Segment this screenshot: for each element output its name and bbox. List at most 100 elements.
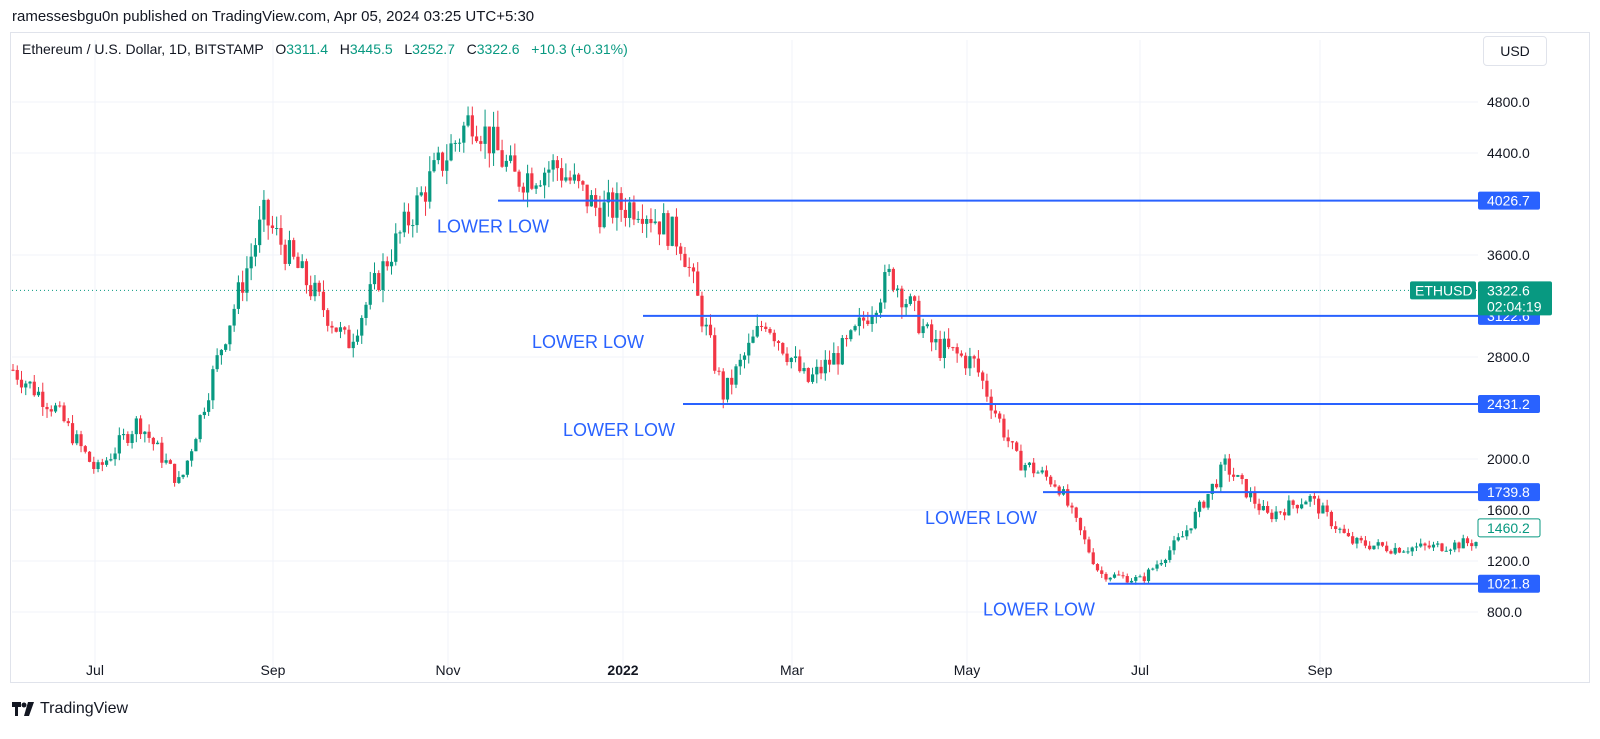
candle-body [1231, 474, 1236, 477]
candle-body [666, 213, 670, 246]
candle-body [1436, 543, 1440, 545]
candle-body [1210, 483, 1214, 494]
candle-body [445, 160, 449, 171]
support-levels[interactable]: LOWER LOW LOWER LOW LOWER LOW LOWER LOW LOWE… [437, 199, 1478, 620]
candle-body [406, 211, 411, 226]
candle-body [683, 253, 687, 267]
candle-body [645, 219, 649, 224]
x-tick-label: Sep [1308, 662, 1333, 678]
price-1460-bg [1477, 518, 1541, 538]
candle-body [776, 341, 781, 343]
candle-body [266, 199, 270, 226]
candle-body [372, 273, 377, 285]
candle-body [1308, 495, 1312, 502]
candle-body [560, 168, 564, 181]
price-axis[interactable]: 800.0 1200.0 1600.0 2000.0 2800.0 3600.0 4400.… [1410, 94, 1552, 620]
candle-body [577, 174, 581, 182]
y-tick-label: 800.0 [1487, 604, 1522, 620]
candle-body [1334, 526, 1338, 530]
candle-body [330, 325, 334, 328]
candle-body [657, 221, 662, 235]
candle-body [1287, 500, 1291, 516]
candle-body [1019, 450, 1023, 471]
candle-body [66, 421, 70, 424]
candle-body [708, 324, 713, 336]
candle-body [1325, 505, 1329, 512]
candle-body [1372, 545, 1376, 550]
candle-body [1440, 543, 1444, 552]
candle-body [1087, 539, 1091, 553]
candle-body [781, 342, 785, 354]
candle-body [462, 125, 466, 143]
candle-body [1342, 528, 1346, 533]
last-price-value: 3322.6 [1487, 282, 1530, 298]
candle-body [389, 261, 394, 267]
candle-body [1010, 441, 1015, 443]
candle-body [679, 246, 683, 254]
candle-body [11, 369, 15, 371]
candle-body [1108, 577, 1112, 580]
footer-brand[interactable]: TradingView [12, 700, 128, 718]
candle-body [1036, 472, 1040, 474]
candle-body [547, 169, 551, 173]
candle-body [628, 202, 632, 218]
candle-body [287, 240, 292, 264]
level-price-label-bg [1478, 191, 1540, 210]
candle-body [500, 150, 504, 167]
candle-body [355, 335, 360, 342]
candle-body [1180, 536, 1185, 538]
candle-body [1146, 569, 1151, 582]
candle-body [194, 439, 198, 452]
candle-body [819, 366, 823, 374]
candle-body [109, 459, 113, 461]
candle-body [687, 266, 691, 268]
candle-body [211, 369, 215, 401]
candle-body [1431, 544, 1436, 548]
candle-body [1295, 504, 1299, 509]
candle-body [755, 325, 759, 337]
candle-body [423, 192, 428, 202]
y-tick-label: 1600.0 [1487, 502, 1530, 518]
candle-body [891, 268, 895, 290]
candle-body [1002, 418, 1006, 438]
candle-body [279, 228, 283, 245]
candle-body [764, 326, 768, 330]
time-axis[interactable]: Jul Sep Nov 2022 Mar May Jul Sep [86, 662, 1333, 678]
candle-body [96, 462, 100, 470]
legend-low: 3252.7 [412, 41, 455, 57]
candle-body [840, 338, 844, 365]
candle-body [275, 228, 279, 230]
candle-body [1393, 547, 1397, 554]
last-price-bg [1478, 281, 1552, 316]
candle-body [793, 356, 798, 358]
chart-frame [10, 32, 1590, 683]
candle-body [1363, 540, 1368, 546]
candle-body [1083, 530, 1087, 540]
candle-body [258, 219, 262, 246]
candle-body [734, 366, 738, 385]
candle-body [1219, 464, 1223, 488]
currency-button[interactable]: USD [1483, 36, 1547, 66]
candle-body [411, 225, 415, 227]
candle-body [1227, 458, 1231, 475]
candle-body [611, 192, 615, 218]
candle-body [224, 344, 228, 350]
candle-body [789, 357, 793, 363]
candle-body [1376, 542, 1380, 546]
y-tick-label: 4400.0 [1487, 145, 1530, 161]
level-price-label: 1739.8 [1487, 484, 1530, 500]
candle-body [917, 300, 921, 334]
candle-body [1257, 503, 1261, 511]
candle-body [861, 317, 866, 321]
candle-body [143, 431, 147, 435]
y-tick-label: 4800.0 [1487, 94, 1530, 110]
candle-body [810, 374, 815, 382]
x-tick-label: May [954, 662, 980, 678]
candle-body [959, 353, 963, 356]
candlesticks [11, 106, 1478, 585]
legend-symbol[interactable]: Ethereum / U.S. Dollar, 1D, BITSTAMP [22, 41, 264, 57]
candle-body [292, 240, 296, 257]
candle-body [453, 142, 457, 144]
candle-body [662, 213, 666, 235]
